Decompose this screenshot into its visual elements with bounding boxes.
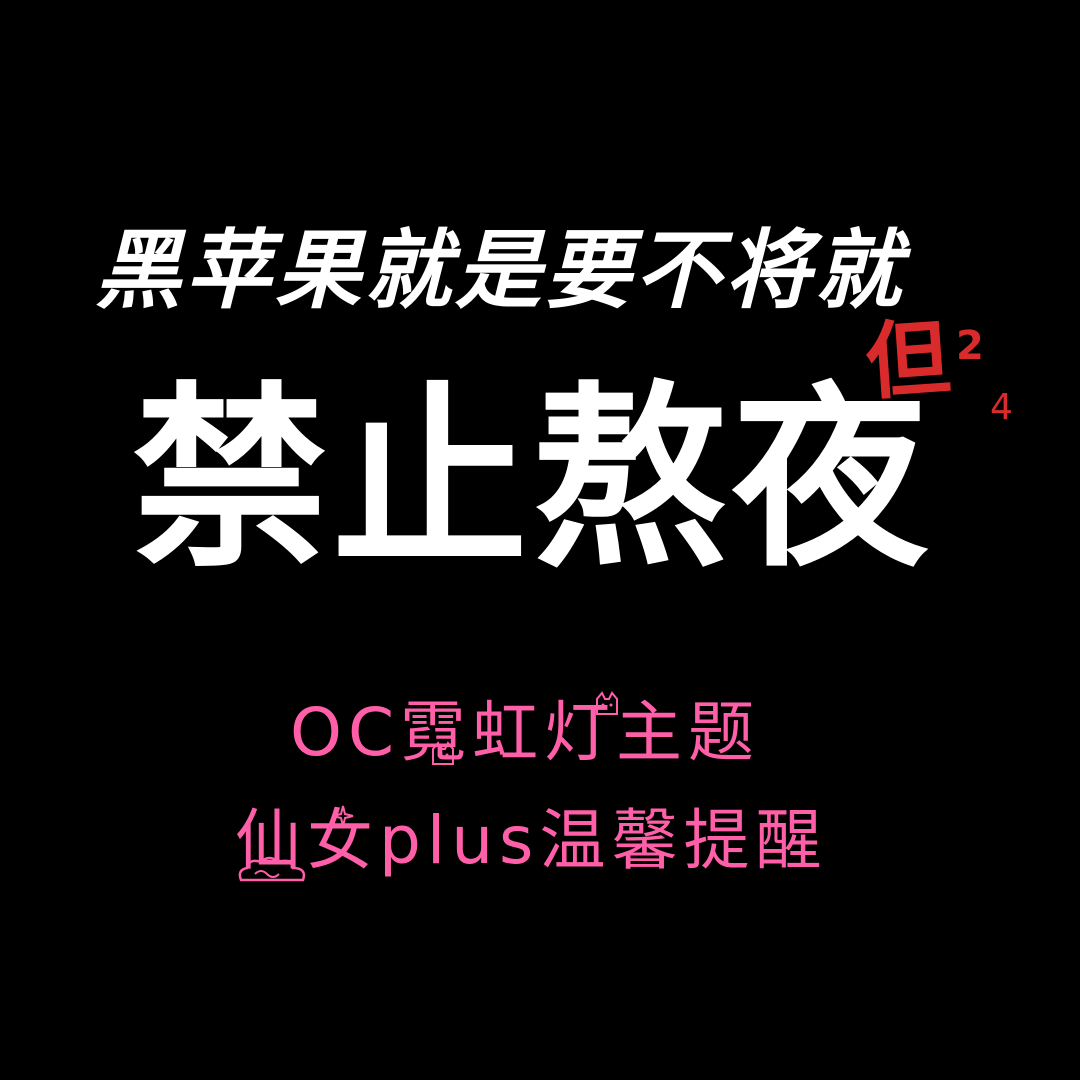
cat-icon bbox=[596, 691, 618, 715]
calligraphy-slogan: 黑苹果就是要不将就 bbox=[95, 220, 905, 321]
cloud-icon bbox=[238, 856, 306, 882]
red-annotation-number-2: 2 bbox=[956, 323, 984, 369]
red-annotation-number-4: 4 bbox=[990, 387, 1013, 428]
subtitle-line-2-text: 仙女plus温馨提醒 bbox=[235, 802, 828, 879]
subtitle-line-2: 仙女plus温馨提醒 bbox=[235, 805, 827, 882]
subtitle-line-1-text: OC霓虹灯主题 bbox=[290, 694, 761, 771]
sparkle-icon bbox=[332, 805, 354, 827]
subtitle-line-1: OC霓虹灯主题 bbox=[290, 691, 760, 766]
red-annotation-char: 但 bbox=[862, 308, 954, 412]
cat-icon bbox=[432, 741, 454, 765]
main-title: 禁止熬夜 bbox=[132, 366, 933, 594]
